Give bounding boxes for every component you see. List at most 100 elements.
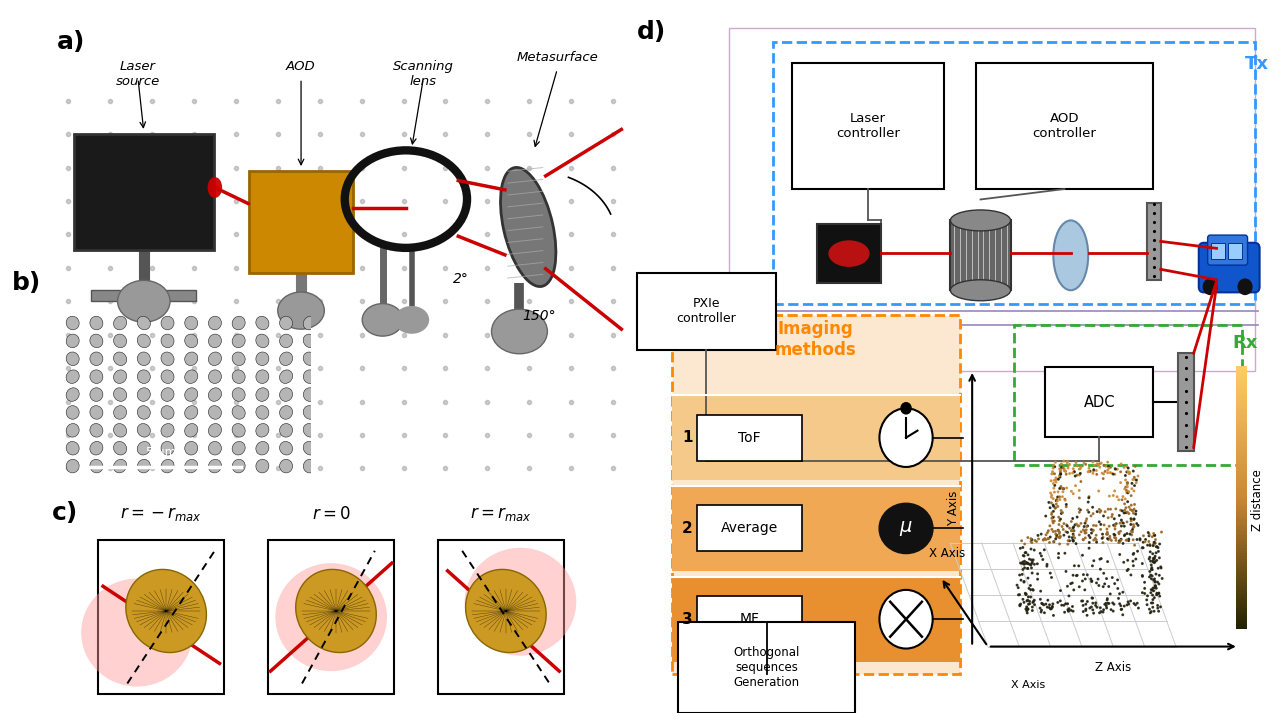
- Point: [1082, 524, 1102, 536]
- Point: [1140, 570, 1161, 581]
- Point: [1048, 519, 1069, 531]
- Point: [1018, 562, 1038, 574]
- Point: [1124, 474, 1144, 485]
- Text: c): c): [52, 501, 78, 526]
- Point: [1148, 578, 1169, 590]
- Point: [1020, 533, 1041, 544]
- Point: [1014, 576, 1034, 588]
- Point: [1030, 528, 1051, 540]
- Point: [1053, 483, 1074, 495]
- Point: [1059, 605, 1079, 616]
- Point: [1124, 539, 1144, 551]
- Point: [1124, 485, 1144, 497]
- Point: [1069, 507, 1089, 518]
- Point: [1032, 550, 1052, 562]
- Ellipse shape: [114, 405, 127, 419]
- FancyBboxPatch shape: [1235, 426, 1247, 431]
- Point: [1117, 496, 1138, 508]
- FancyBboxPatch shape: [1235, 599, 1247, 603]
- Point: [1064, 525, 1084, 536]
- Point: [1036, 534, 1056, 546]
- Ellipse shape: [232, 316, 246, 330]
- Point: [1039, 602, 1060, 613]
- Point: [1115, 529, 1135, 541]
- Point: [1027, 536, 1047, 547]
- Point: [1007, 580, 1028, 591]
- Point: [1020, 591, 1041, 603]
- Point: [1016, 557, 1037, 568]
- Point: [1119, 534, 1139, 545]
- FancyBboxPatch shape: [1235, 371, 1247, 375]
- Point: [1091, 602, 1111, 613]
- Point: [1057, 580, 1078, 592]
- Point: [1046, 533, 1066, 544]
- Point: [1140, 546, 1161, 557]
- Point: [1142, 573, 1162, 585]
- Point: [1102, 511, 1123, 523]
- Point: [1062, 570, 1083, 581]
- Ellipse shape: [232, 388, 246, 401]
- Point: [1103, 528, 1124, 540]
- FancyBboxPatch shape: [1235, 546, 1247, 551]
- Ellipse shape: [81, 579, 193, 687]
- Point: [1142, 590, 1162, 601]
- Point: [1069, 520, 1089, 531]
- Point: [1041, 567, 1061, 579]
- FancyBboxPatch shape: [1235, 578, 1247, 582]
- Point: [1124, 480, 1144, 491]
- Point: [1083, 598, 1103, 609]
- Point: [1149, 539, 1170, 550]
- Point: [1089, 506, 1110, 518]
- FancyBboxPatch shape: [1235, 436, 1247, 441]
- Point: [1101, 535, 1121, 546]
- Point: [1088, 580, 1108, 591]
- Point: [1143, 553, 1164, 564]
- FancyBboxPatch shape: [1235, 374, 1247, 378]
- Point: [1051, 468, 1071, 480]
- Point: [1110, 477, 1130, 488]
- Point: [1123, 474, 1143, 485]
- FancyBboxPatch shape: [975, 63, 1153, 189]
- Point: [1050, 491, 1070, 503]
- Point: [1083, 456, 1103, 468]
- Point: [1015, 547, 1036, 559]
- Point: [1116, 485, 1137, 496]
- Point: [1078, 595, 1098, 607]
- Point: [1064, 584, 1084, 595]
- Point: [1115, 483, 1135, 495]
- Point: [1018, 603, 1038, 615]
- FancyBboxPatch shape: [1235, 521, 1247, 525]
- Point: [1093, 468, 1114, 480]
- Point: [1106, 532, 1126, 544]
- Ellipse shape: [232, 459, 246, 473]
- Ellipse shape: [1053, 220, 1088, 290]
- Text: Rx: Rx: [1233, 334, 1258, 352]
- Ellipse shape: [256, 316, 269, 330]
- Point: [1046, 531, 1066, 543]
- Point: [1066, 469, 1087, 481]
- FancyBboxPatch shape: [74, 134, 214, 250]
- Point: [1083, 502, 1103, 513]
- Point: [1030, 548, 1051, 559]
- FancyBboxPatch shape: [1235, 625, 1247, 629]
- Point: [1056, 469, 1076, 480]
- Point: [1023, 585, 1043, 596]
- Point: [1105, 513, 1125, 525]
- Point: [1059, 459, 1079, 471]
- FancyBboxPatch shape: [1235, 614, 1247, 618]
- FancyBboxPatch shape: [1235, 593, 1247, 598]
- Point: [1139, 603, 1160, 615]
- Ellipse shape: [184, 388, 198, 401]
- Ellipse shape: [256, 405, 269, 419]
- Point: [1034, 544, 1055, 556]
- Point: [1117, 554, 1138, 566]
- Point: [1074, 521, 1094, 532]
- Point: [1128, 470, 1148, 482]
- Circle shape: [362, 304, 403, 336]
- Ellipse shape: [256, 388, 269, 401]
- Point: [1103, 490, 1124, 501]
- Point: [1117, 564, 1138, 576]
- Point: [1140, 607, 1161, 618]
- FancyBboxPatch shape: [1235, 415, 1247, 420]
- Point: [1015, 588, 1036, 599]
